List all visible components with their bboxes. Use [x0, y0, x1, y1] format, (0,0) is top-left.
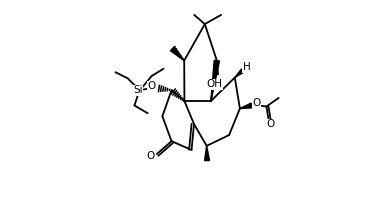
Polygon shape [211, 60, 220, 101]
Text: OH: OH [207, 79, 223, 89]
Text: O: O [252, 98, 260, 108]
Polygon shape [204, 146, 210, 161]
Text: Si: Si [133, 85, 143, 95]
Text: O: O [148, 81, 156, 92]
Text: H: H [243, 62, 251, 72]
Text: O: O [267, 119, 275, 129]
Polygon shape [240, 103, 252, 109]
Text: O: O [147, 151, 155, 161]
Polygon shape [213, 61, 218, 75]
Polygon shape [170, 47, 184, 61]
Polygon shape [235, 69, 244, 78]
